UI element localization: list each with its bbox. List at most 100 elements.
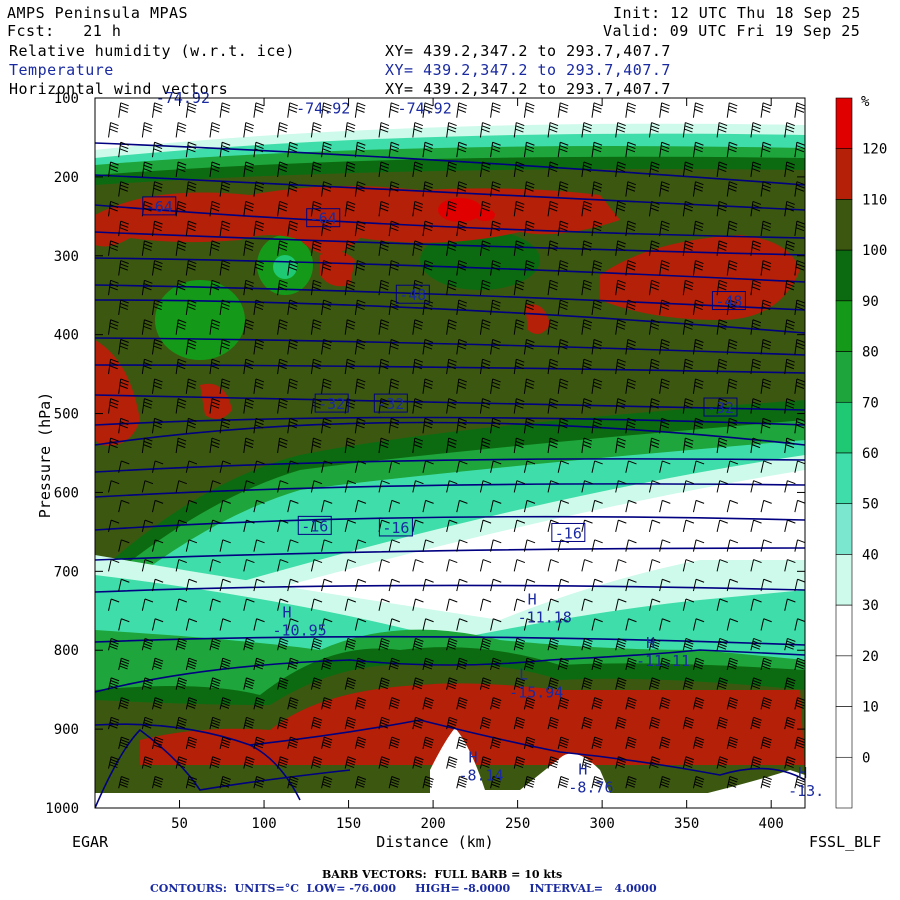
wind-barb xyxy=(625,618,637,631)
wind-barb xyxy=(209,598,221,611)
wind-barb xyxy=(219,539,231,552)
wind-barb xyxy=(523,539,536,552)
svg-text:-64: -64 xyxy=(146,198,173,216)
wind-barb xyxy=(310,122,322,138)
wind-barb xyxy=(615,358,626,375)
wind-barb xyxy=(108,161,119,177)
wind-barb xyxy=(581,279,593,296)
wind-barb xyxy=(118,657,130,671)
wind-barb xyxy=(692,181,704,197)
wind-barb xyxy=(185,499,198,513)
wind-barb xyxy=(682,200,694,217)
wind-barb xyxy=(243,519,255,532)
wind-barb xyxy=(513,677,526,690)
wind-barb xyxy=(287,578,299,592)
wind-barb xyxy=(310,319,322,335)
barb-note: BARB VECTORS: FULL BARB = 10 kts xyxy=(322,868,563,881)
wind-barb xyxy=(378,637,390,651)
wind-barb xyxy=(243,319,254,335)
wind-barb xyxy=(108,559,120,572)
wind-barb xyxy=(344,559,357,572)
wind-barb xyxy=(682,279,694,296)
extremum-L: L-15.94 xyxy=(509,666,563,702)
wind-barb xyxy=(760,539,772,552)
wind-barb xyxy=(513,519,526,532)
wind-barb xyxy=(513,319,525,335)
wind-barb xyxy=(456,776,468,789)
wind-barb xyxy=(108,677,120,690)
wind-barb xyxy=(682,358,694,375)
colorbar-swatch xyxy=(835,604,853,657)
wind-barb xyxy=(490,539,502,552)
plot-frame xyxy=(94,97,806,809)
wind-barb xyxy=(591,460,603,473)
wind-barb xyxy=(378,398,390,414)
wind-barb xyxy=(354,339,366,355)
extremum-value: -15.94 xyxy=(509,684,563,702)
wind-barb xyxy=(243,358,254,375)
wind-barb xyxy=(547,716,559,730)
wind-barb xyxy=(591,578,603,592)
model-title: AMPS Peninsula MPAS xyxy=(7,4,189,22)
wind-barb xyxy=(591,378,603,394)
y-tick-label: 400 xyxy=(54,328,79,344)
wind-barb xyxy=(344,637,357,651)
wind-barb xyxy=(581,480,593,493)
wind-barb xyxy=(321,260,332,276)
wind-barb xyxy=(209,716,221,730)
wind-barb xyxy=(422,578,434,592)
y-tick-label: 700 xyxy=(54,564,79,580)
wind-barb xyxy=(523,657,536,671)
wind-barb xyxy=(513,437,525,454)
wind-barb xyxy=(378,559,390,572)
wind-barb xyxy=(321,618,333,631)
wind-barb xyxy=(378,480,390,493)
wind-barb xyxy=(277,279,288,296)
wind-barb xyxy=(547,559,559,572)
wind-barb xyxy=(108,716,120,730)
wind-barb xyxy=(581,519,593,532)
wind-barb xyxy=(513,398,525,414)
wind-barb xyxy=(253,460,265,473)
wind-barb xyxy=(446,240,457,256)
wind-barb xyxy=(209,358,221,375)
extremum-type: H xyxy=(528,591,537,609)
wind-barb xyxy=(479,677,492,690)
wind-barb xyxy=(682,240,694,256)
wind-barb xyxy=(479,756,492,769)
wind-barb xyxy=(141,319,153,335)
wind-barb xyxy=(378,122,390,138)
wind-barb xyxy=(185,417,197,434)
wind-barb xyxy=(446,437,457,454)
wind-barb xyxy=(108,519,120,532)
wind-barb xyxy=(615,598,627,611)
wind-barb xyxy=(726,260,738,276)
wind-barb xyxy=(310,598,323,611)
svg-text:-64: -64 xyxy=(310,210,337,228)
wind-barb xyxy=(388,220,400,237)
wind-barb xyxy=(625,417,637,434)
x-tick-label: 250 xyxy=(505,816,530,832)
wind-barb xyxy=(243,122,254,138)
wind-barb xyxy=(277,716,289,730)
wind-barb xyxy=(784,677,796,690)
wind-barb xyxy=(615,519,627,532)
wind-barb xyxy=(253,499,265,513)
wind-barb xyxy=(209,161,221,177)
wind-barb xyxy=(412,358,424,375)
wind-barb xyxy=(750,122,762,138)
colorbar-label: 0 xyxy=(862,750,870,766)
wind-barb xyxy=(547,677,559,690)
wind-barb xyxy=(412,519,424,532)
wind-barb xyxy=(625,299,637,316)
wind-barb xyxy=(185,776,198,789)
colorbar-label: 90 xyxy=(862,294,879,310)
colorbar-label: 110 xyxy=(862,192,887,208)
wind-barb xyxy=(659,299,670,316)
wind-barb xyxy=(547,637,559,651)
wind-barb xyxy=(716,200,728,217)
wind-barb xyxy=(151,539,164,552)
wind-barb xyxy=(625,141,637,158)
wind-barb xyxy=(175,480,187,493)
